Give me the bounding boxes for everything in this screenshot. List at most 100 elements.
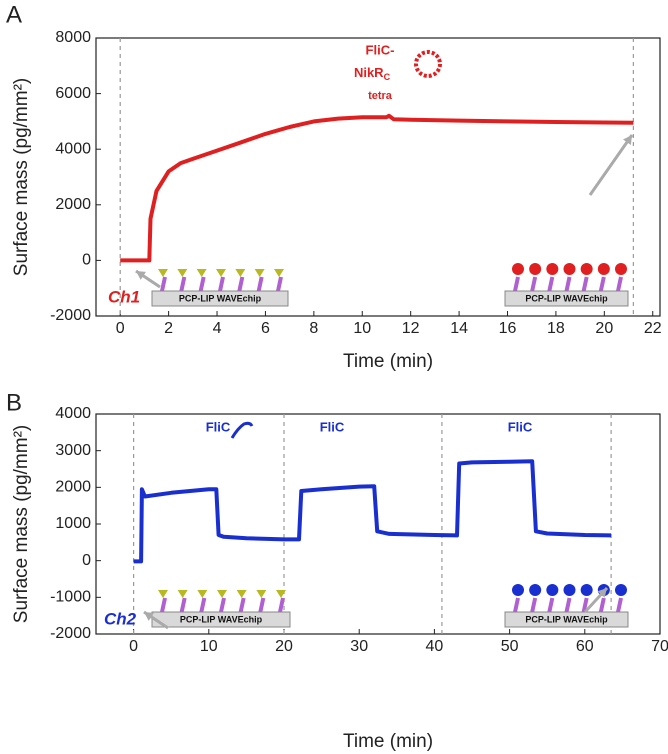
channel-label: Ch2 <box>104 609 137 628</box>
linker <box>564 276 572 292</box>
plot-frame <box>95 37 661 317</box>
y-axis-label: Surface mass (pg/mm²) <box>11 425 32 623</box>
chip-label: PCP-LIP WAVEchip <box>525 293 608 303</box>
linker <box>547 597 555 613</box>
linker <box>238 597 246 613</box>
linker <box>256 276 264 292</box>
y-tick-label: 0 <box>82 252 91 269</box>
ligand <box>274 269 284 277</box>
chip-label: PCP-LIP WAVEchip <box>180 614 263 624</box>
x-tick-label: 8 <box>309 320 318 337</box>
annotation: FliC <box>206 419 231 434</box>
chip-base <box>504 611 629 628</box>
x-tick-label: 70 <box>651 638 668 655</box>
x-tick-label: 30 <box>350 638 368 655</box>
protein <box>546 263 559 275</box>
x-axis-label: Time (min) <box>343 351 433 372</box>
protein <box>546 584 559 596</box>
y-tick-label: 3000 <box>55 442 91 459</box>
protein <box>563 263 576 275</box>
ligand <box>254 269 265 277</box>
sensor-chip: PCP-LIP WAVEchip <box>504 263 629 307</box>
x-tick-label: 18 <box>547 320 565 337</box>
y-tick-label: 4000 <box>55 405 91 422</box>
protein <box>615 584 627 596</box>
protein-icon <box>230 421 254 439</box>
y-tick-label: 2000 <box>55 196 91 213</box>
protein <box>580 584 593 596</box>
annotation: NikRC <box>354 65 391 82</box>
y-tick-label: 8000 <box>55 29 91 46</box>
x-tick-label: 20 <box>275 638 293 655</box>
arrow-head <box>144 612 154 621</box>
arrow-head <box>623 135 632 145</box>
channel-label: Ch1 <box>108 287 140 306</box>
x-tick-label: 22 <box>644 320 662 337</box>
y-tick-label: 0 <box>82 552 91 569</box>
linker <box>237 276 245 292</box>
protein <box>580 263 593 275</box>
linker <box>616 597 623 613</box>
linker <box>530 276 538 292</box>
linker <box>198 276 206 292</box>
ligand <box>177 590 188 598</box>
linker <box>160 276 167 292</box>
linker <box>199 597 207 613</box>
sensor-chip: PCP-LIP WAVEchip <box>504 584 629 628</box>
protein <box>597 263 610 275</box>
ligand <box>236 590 247 598</box>
ligand <box>216 269 226 277</box>
protein <box>615 263 627 275</box>
x-tick-label: 50 <box>501 638 519 655</box>
linker <box>258 597 266 613</box>
chip-label: PCP-LIP WAVEchip <box>179 293 262 303</box>
chip-base <box>151 290 289 307</box>
linker <box>530 597 538 613</box>
linker <box>598 276 606 292</box>
annotation: FliC <box>320 419 345 434</box>
y-tick-label: -2000 <box>50 307 91 324</box>
ligand <box>276 590 286 598</box>
x-tick-label: 10 <box>200 638 218 655</box>
x-tick-label: 12 <box>402 320 420 337</box>
panel-label: A <box>6 1 22 28</box>
linker <box>179 276 187 292</box>
y-tick-label: -1000 <box>50 589 91 606</box>
linker <box>547 276 555 292</box>
linker <box>564 597 572 613</box>
chip-label: PCP-LIP WAVEchip <box>525 614 608 624</box>
ligand <box>196 269 207 277</box>
data-line <box>120 113 634 263</box>
linker <box>278 597 285 613</box>
arrow-head <box>597 588 607 598</box>
y-tick-label: -2000 <box>50 625 91 642</box>
x-tick-label: 60 <box>576 638 594 655</box>
ligand <box>158 269 168 277</box>
x-tick-label: 20 <box>595 320 613 337</box>
x-tick-label: 14 <box>450 320 468 337</box>
ligand <box>217 590 227 598</box>
linker <box>598 597 606 613</box>
ligand <box>177 269 188 277</box>
ligand <box>158 590 168 598</box>
annotation: FliC- <box>366 42 395 57</box>
x-tick-label: 10 <box>353 320 371 337</box>
protein <box>529 263 542 275</box>
x-tick-label: 2 <box>164 320 173 337</box>
sensor-chip: PCP-LIP WAVEchip <box>151 269 289 307</box>
linker <box>276 276 283 292</box>
chip-base <box>151 611 291 628</box>
annotation-subscript: C <box>384 72 391 82</box>
linker <box>160 597 167 613</box>
x-tick-label: 40 <box>426 638 444 655</box>
y-tick-label: 6000 <box>55 85 91 102</box>
ligand <box>235 269 246 277</box>
y-tick-label: 2000 <box>55 479 91 496</box>
linker <box>513 276 520 292</box>
x-tick-label: 16 <box>499 320 517 337</box>
x-tick-label: 4 <box>213 320 222 337</box>
arrow-head <box>136 271 146 280</box>
protein <box>512 584 524 596</box>
ligand <box>256 590 267 598</box>
